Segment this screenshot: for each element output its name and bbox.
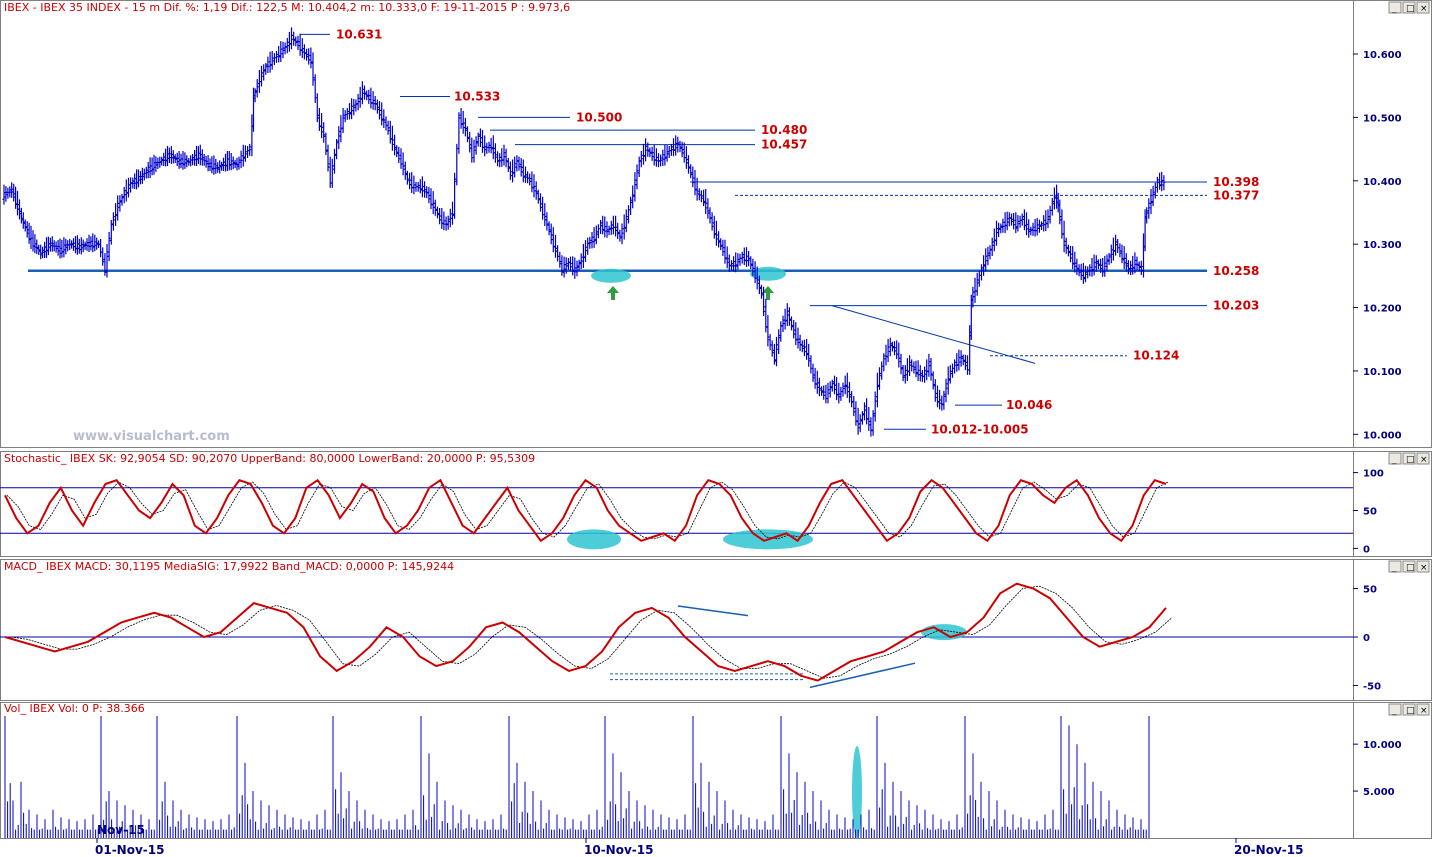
close-button[interactable] [1416,560,1430,573]
close-button[interactable] [1416,1,1430,14]
highlight-ellipse [567,529,621,550]
window-buttons[interactable]: _ □ × _ □ × _ □ × _ □ × [1388,1,1430,716]
close-icon: × [1420,4,1428,14]
y-tick-label: 10.100 [1363,367,1402,378]
level-label: 10.046 [1006,398,1052,412]
maximize-icon: □ [1406,455,1415,465]
watermark: www.visualchart.com [73,429,230,444]
stochastic-pane [0,478,1353,550]
y-tick-label: 0 [1363,544,1370,555]
up-arrow-icon [762,286,774,300]
level-label: 10.124 [1133,349,1179,363]
y-tick-label: -50 [1363,681,1381,692]
maximize-icon: □ [1406,563,1415,573]
vol-pane-title: Vol_ IBEX Vol: 0 P: 38.366 [4,702,145,715]
y-tick-label: 10.600 [1363,50,1402,61]
level-label: 10.203 [1213,299,1259,313]
stoch-line [4,478,1167,543]
price-bars [2,27,1166,437]
y-tick-label: 5.000 [1363,787,1395,798]
level-label: 10.377 [1213,188,1259,202]
divergence-line [677,605,749,617]
x-label-10-nov: 10-Nov-15 [584,843,653,857]
y-tick-label: 10.400 [1363,177,1402,188]
volume-pane [4,716,1150,838]
volume-bars [4,716,1150,838]
up-arrow-icon [607,286,619,300]
y-tick-label: 0 [1363,633,1370,644]
stoch-pane-title: Stochastic_ IBEX SK: 92,9054 SD: 90,2070… [4,452,535,465]
minimize-button[interactable] [1388,703,1402,716]
macd-signal-line [10,585,1173,679]
price-pane-title: IBEX - IBEX 35 INDEX - 15 m Dif. %: 1,19… [4,1,570,14]
minimize-button[interactable] [1388,452,1402,465]
axis-layer: 10.600 10.500 10.400 10.300 10.200 10.100 10.0… [1353,50,1402,798]
y-tick-label: 100 [1363,469,1384,480]
close-button[interactable] [1416,703,1430,716]
level-label: 10.480 [761,123,807,137]
macd-line [4,582,1167,682]
level-label: 10.258 [1213,264,1259,278]
y-tick-label: 10.000 [1363,740,1402,751]
x-label-01-nov: 01-Nov-15 [95,843,164,857]
y-tick-label: 10.200 [1363,304,1402,315]
x-label-20-nov: 20-Nov-15 [1234,843,1303,857]
minimize-icon: _ [1391,455,1397,465]
close-icon: × [1420,563,1428,573]
highlight-ellipse [852,746,862,838]
maximize-icon: □ [1406,4,1415,14]
minimize-button[interactable] [1388,560,1402,573]
descending-trendline [831,305,1036,364]
maximize-button[interactable] [1402,452,1416,465]
level-label: 10.398 [1213,175,1259,189]
level-label: 10.457 [761,138,807,152]
close-icon: × [1420,455,1428,465]
minimize-icon: _ [1391,706,1397,716]
y-tick-label: 10.300 [1363,240,1402,251]
macd-pane-title: MACD_ IBEX MACD: 30,1195 MediaSIG: 17,99… [4,560,454,573]
maximize-button[interactable] [1402,1,1416,14]
level-label: 10.012-10.005 [931,422,1029,436]
highlight-ellipse [591,268,631,283]
close-button[interactable] [1416,452,1430,465]
level-label: 10.500 [576,110,622,124]
y-tick-label: 10.000 [1363,430,1402,441]
macd-pane [0,582,1353,689]
minimize-button[interactable] [1388,1,1402,14]
stoch-signal-line [6,481,1169,540]
minimize-icon: _ [1391,4,1397,14]
y-tick-label: 50 [1363,585,1377,596]
close-icon: × [1420,706,1428,716]
level-label: 10.533 [454,89,500,103]
maximize-icon: □ [1406,706,1415,716]
x-ghost-label: Nov-15 [97,823,145,837]
maximize-button[interactable] [1402,560,1416,573]
y-tick-label: 50 [1363,507,1377,518]
level-label: 10.631 [336,27,382,41]
maximize-button[interactable] [1402,703,1416,716]
minimize-icon: _ [1391,563,1397,573]
divergence-line [809,662,916,689]
y-tick-label: 10.500 [1363,113,1402,124]
